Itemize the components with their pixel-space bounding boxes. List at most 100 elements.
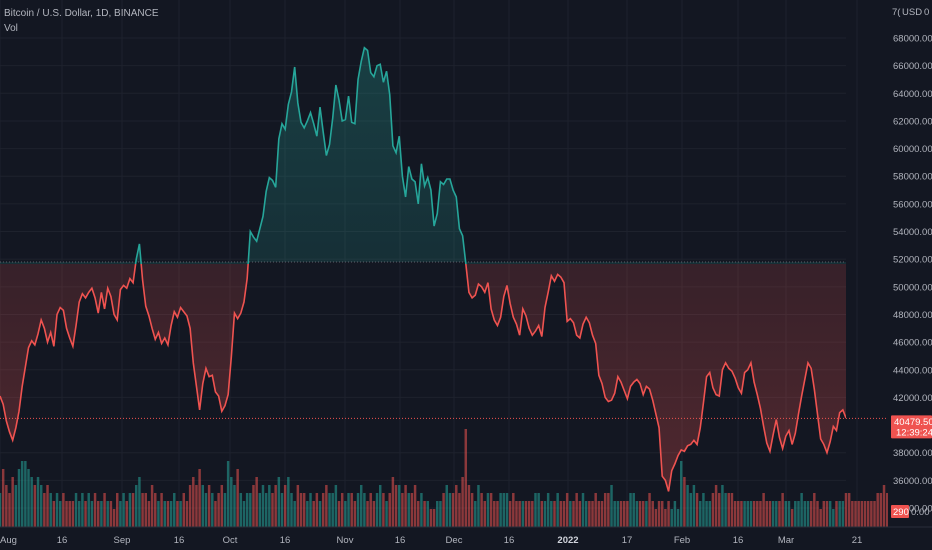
volume-bar [207,485,211,527]
volume-bar [382,493,385,527]
price-tick-label: 60000.00 [893,144,932,155]
price-tick-label: 56000.00 [893,199,932,210]
volume-bar [613,501,616,527]
volume-bar [724,493,727,527]
volume-bar [803,501,807,527]
volume-bar [290,493,293,527]
volume-bar [195,485,198,527]
volume-bar [771,501,775,527]
volume-bar [689,493,692,527]
volume-bar [14,485,18,527]
volume-bar [543,501,547,527]
time-tick-label: 16 [395,535,406,546]
volume-bar [727,493,730,527]
price-tick-label: 42000.00 [893,393,932,404]
volume-bar [90,501,94,527]
volume-bar [556,493,559,527]
volume-bar [315,493,319,527]
time-axis[interactable]: Aug 16 Sep 16 Oct 16 Nov 16 Dec 16 2022 17 Feb 16 Mar 2… [0,526,932,550]
volume-bar [249,493,252,527]
volume-bar [676,509,680,527]
volume-bar [546,493,550,527]
volume-bar [455,485,458,527]
volume-bar [632,493,635,527]
price-tick-label: 38000.00 [893,448,932,459]
volume-bar [641,501,645,527]
volume-bar [778,501,781,527]
volume-bar [255,477,258,527]
volume-bar [77,501,81,527]
price-axis[interactable]: 7(USD 0 68000.00 66000.00 64000.00 62000.00 60… [888,0,932,550]
volume-tick-label: 0.00 [911,507,930,518]
volume-bar [116,493,119,527]
volume-bar [512,493,515,527]
volume-bar [458,493,461,527]
volume-bar [851,501,854,527]
volume-bar [201,485,205,527]
top-tick-fragment: 7( [892,7,901,18]
volume-bar [378,485,382,527]
volume-bar [245,493,249,527]
volume-bar [645,501,648,527]
volume-bar [46,485,49,527]
volume-bar [331,493,334,527]
volume-bar [169,501,173,527]
volume-bar [410,493,414,527]
volume-bar [20,461,24,527]
volume-badge [891,505,909,518]
volume-bar [280,493,284,527]
time-tick-label: 16 [174,535,185,546]
price-tick-label: 46000.00 [893,338,932,349]
volume-bar [230,477,233,527]
volume-bar [673,501,677,527]
area-above-baseline [0,47,846,264]
price-tick-label: 68000.00 [893,34,932,45]
volume-bar [372,501,376,527]
volume-bar [521,501,525,527]
volume-bar [702,493,705,527]
volume-bar [790,509,794,527]
volume-bar [93,493,97,527]
volume-bar [277,477,281,527]
volume-bar [752,501,756,527]
volume-bar [610,485,613,527]
volume-bar [699,501,702,527]
volume-bar [283,485,287,527]
volume-bar [762,493,765,527]
baseline-area [0,47,846,492]
volume-bar [11,477,14,527]
volume-bar [271,493,274,527]
volume-indicator-label[interactable]: Vol [4,23,18,34]
volume-bar [508,501,512,527]
volume-bar [680,461,683,527]
volume-bar [794,501,797,527]
volume-bar [765,501,769,527]
volume-bar [705,501,708,527]
volume-bar [407,493,410,527]
volume-bar [518,501,521,527]
volume-bar [239,493,243,527]
volume-bar [204,493,208,527]
volume-bar [635,501,639,527]
time-tick-label: 17 [622,535,633,546]
volume-bar [87,493,90,527]
volume-bar [667,501,670,527]
price-tick-label: 36000.00 [893,476,932,487]
volume-bar [733,501,737,527]
time-tick-label: Nov [337,535,354,546]
volume-bar [550,501,553,527]
volume-bar [740,501,743,527]
volume-bar [559,501,563,527]
volume-bar [863,501,867,527]
volume-bar [52,501,56,527]
volume-bar [182,493,186,527]
volume-bar [293,501,296,527]
volume-bar [695,493,699,527]
volume-bar [128,493,132,527]
volume-bar [84,501,87,527]
volume-bar [581,493,585,527]
volume-bar [781,493,784,527]
volume-bar [8,493,11,527]
